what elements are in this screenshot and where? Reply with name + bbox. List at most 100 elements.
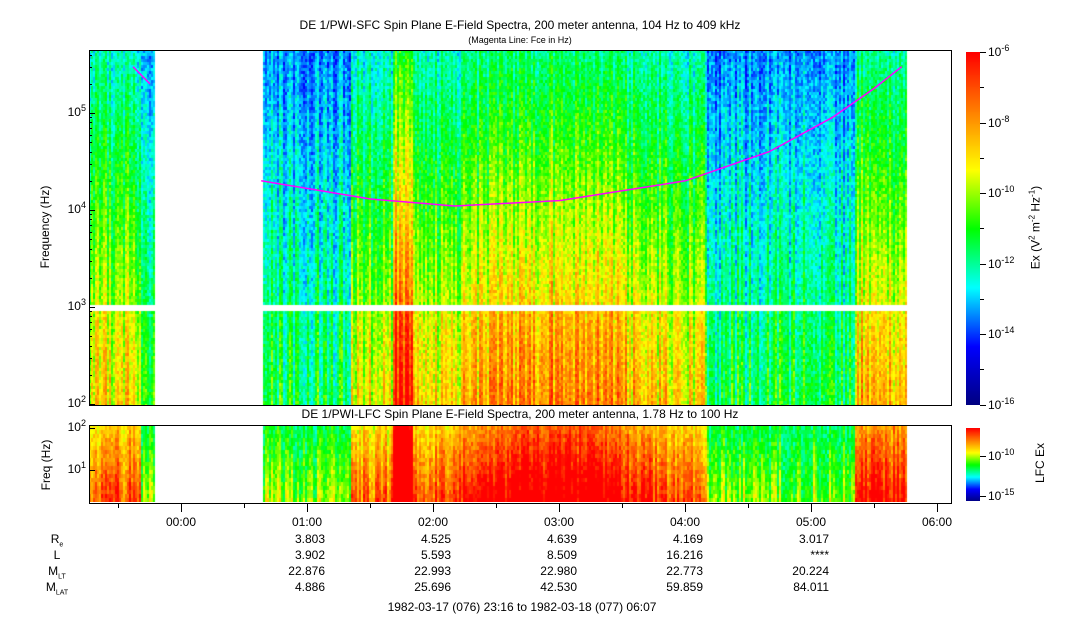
ephemeris-value: 3.017	[798, 532, 829, 546]
tick-mark	[980, 228, 984, 230]
bottom-colorbar-label: LFC Ex	[1033, 443, 1047, 484]
tick-mark	[980, 157, 984, 159]
tick-mark	[89, 316, 92, 318]
ephemeris-value: 16.216	[666, 548, 703, 562]
tick-mark	[89, 54, 92, 56]
tick-mark	[89, 231, 92, 233]
ephemeris-value: 4.525	[420, 532, 451, 546]
tick-mark	[89, 328, 92, 330]
lfc-spectrogram	[89, 426, 952, 502]
bottom-plot-frame	[89, 425, 952, 504]
colorbar-tick-label: 10-10	[988, 447, 1015, 463]
tick-mark	[307, 504, 308, 512]
x-tick-label: 01:00	[291, 515, 323, 529]
ephemeris-value: 4.639	[546, 532, 577, 546]
colorbar-tick-label: 10-8	[988, 113, 1010, 130]
x-tick-label: 05:00	[795, 515, 827, 529]
tick-mark	[89, 163, 92, 165]
tick-mark	[89, 113, 95, 114]
bottom-colorbar	[966, 428, 980, 501]
tick-mark	[89, 322, 92, 324]
tick-mark	[89, 117, 92, 119]
tick-mark	[89, 357, 92, 359]
tick-mark	[89, 151, 92, 153]
tick-mark	[980, 405, 986, 406]
ephemeris-value: 5.593	[420, 548, 451, 562]
tick-mark	[980, 369, 984, 371]
tick-mark	[89, 374, 92, 376]
x-tick-label: 03:00	[543, 515, 575, 529]
colorbar-tick-label: 10-10	[988, 184, 1015, 201]
ephemeris-value: 22.773	[666, 564, 703, 578]
top-chart-title: DE 1/PWI-SFC Spin Plane E-Field Spectra,…	[299, 18, 741, 32]
fce-line	[261, 66, 903, 207]
tick-mark	[89, 66, 92, 68]
colorbar-tick-label: 10-16	[988, 396, 1015, 412]
ephemeris-value: 22.993	[414, 564, 451, 578]
ephemeris-value: 59.859	[666, 580, 703, 594]
tick-mark	[433, 504, 434, 512]
x-tick-label: 02:00	[417, 515, 449, 529]
tick-mark	[980, 52, 986, 53]
tick-mark	[89, 142, 92, 144]
tick-mark	[244, 504, 245, 508]
colorbar-tick-label: 10-15	[988, 487, 1015, 503]
tick-mark	[89, 210, 95, 211]
colorbar-tick-label: 10-12	[988, 254, 1015, 271]
time-range: 1982-03-17 (076) 23:16 to 1982-03-18 (07…	[387, 600, 657, 614]
tick-mark	[89, 248, 92, 250]
ephemeris-row-label: MLAT	[45, 580, 69, 597]
tick-mark	[89, 307, 95, 308]
tick-mark	[89, 219, 92, 221]
ephemeris-value: 22.876	[288, 564, 325, 578]
ephemeris-value: 4.886	[294, 580, 325, 594]
tick-mark	[980, 193, 986, 195]
tick-mark	[370, 504, 371, 508]
tick-mark	[980, 456, 986, 457]
tick-mark	[89, 83, 92, 85]
tick-mark	[89, 214, 92, 216]
x-tick-label: 00:00	[165, 515, 197, 529]
tick-mark	[874, 504, 875, 508]
top-plot-frame	[89, 50, 952, 406]
tick-mark	[980, 122, 986, 124]
tick-mark	[980, 298, 984, 300]
ephemeris-value: 42.530	[540, 580, 577, 594]
ephemeris-row-label: Re	[50, 532, 64, 549]
y-tick-label: 102	[67, 418, 86, 434]
tick-mark	[89, 260, 92, 262]
tick-mark	[748, 504, 749, 508]
tick-mark	[118, 504, 119, 508]
tick-mark	[89, 404, 95, 405]
tick-mark	[980, 263, 986, 265]
tick-mark	[89, 128, 92, 130]
tick-mark	[89, 428, 95, 429]
ephemeris-row-label: L	[53, 548, 61, 562]
top-colorbar	[966, 52, 980, 405]
y-tick-label: 102	[67, 394, 86, 410]
tick-mark	[811, 504, 812, 512]
colorbar-tick-label: 10-14	[988, 325, 1015, 342]
tick-mark	[937, 504, 938, 512]
tick-mark	[89, 239, 92, 241]
tick-mark	[980, 87, 984, 88]
tick-mark	[980, 496, 986, 497]
tick-mark	[622, 504, 623, 508]
tick-mark	[89, 122, 92, 124]
ephemeris-value: ****	[810, 548, 829, 562]
colorbar-tick-label: 10-6	[988, 43, 1010, 59]
top-chart-subtitle: (Magenta Line: Fce in Hz)	[468, 35, 572, 45]
tick-mark	[89, 345, 92, 347]
tick-mark	[980, 334, 986, 336]
tick-mark	[89, 225, 92, 227]
tick-mark	[181, 504, 182, 512]
top-colorbar-label: Ex (V2 m-2 Hz-1)	[1027, 185, 1043, 270]
tick-mark	[89, 470, 95, 471]
x-tick-label: 06:00	[921, 515, 953, 529]
ephemeris-value: 3.803	[294, 532, 325, 546]
tick-mark	[89, 180, 92, 182]
top-y-label: Frequency (Hz)	[38, 185, 52, 269]
tick-mark	[89, 277, 92, 279]
bottom-y-label: Freq (Hz)	[39, 439, 53, 491]
x-tick-label: 04:00	[669, 515, 701, 529]
